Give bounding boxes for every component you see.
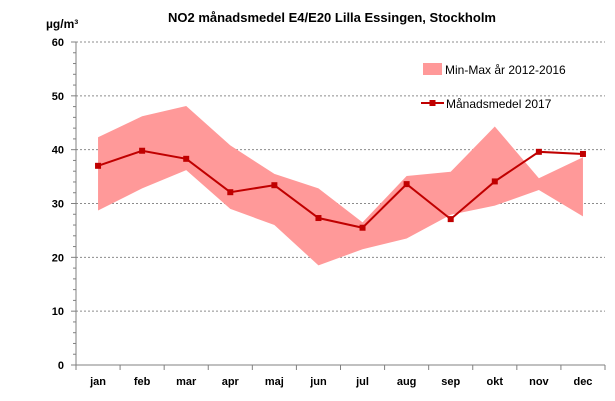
min-max-area bbox=[98, 106, 583, 266]
point-dec bbox=[579, 150, 586, 157]
x-tick-label-sep: sep bbox=[441, 376, 460, 388]
y-axis-label: µg/m³ bbox=[46, 17, 78, 31]
point-aug bbox=[403, 181, 410, 188]
legend: Min-Max år 2012-2016 Månadsmedel 2017 bbox=[421, 63, 566, 111]
y-tick-label-30: 30 bbox=[52, 199, 64, 211]
point-nov bbox=[535, 148, 542, 155]
x-tick-label-nov: nov bbox=[529, 376, 549, 388]
x-tick-labels: jan feb mar apr maj jun jul aug sep okt nov dec bbox=[89, 376, 592, 388]
point-okt bbox=[491, 178, 498, 185]
chart-title: NO2 månadsmedel E4/E20 Lilla Essingen, S… bbox=[168, 10, 496, 25]
legend-band-swatch bbox=[423, 63, 442, 75]
series-2017 bbox=[95, 147, 586, 231]
x-tick-label-jun: jun bbox=[309, 376, 327, 388]
point-maj bbox=[271, 182, 278, 189]
x-tick-label-dec: dec bbox=[573, 376, 592, 388]
axes bbox=[71, 41, 606, 370]
point-sep bbox=[447, 216, 454, 223]
point-mar bbox=[183, 155, 190, 162]
series-line-2017 bbox=[97, 149, 584, 229]
y-tick-label-40: 40 bbox=[52, 145, 64, 157]
y-tick-label-10: 10 bbox=[52, 306, 64, 318]
legend-band-label: Min-Max år 2012-2016 bbox=[445, 63, 566, 77]
x-tick-label-maj: maj bbox=[265, 376, 284, 388]
y-tick-label-0: 0 bbox=[58, 360, 64, 372]
y-tick-label-60: 60 bbox=[52, 37, 64, 49]
y-tick-labels: 0 10 20 30 40 50 60 bbox=[52, 37, 64, 372]
x-tick-label-okt: okt bbox=[487, 376, 504, 388]
legend-series-label: Månadsmedel 2017 bbox=[446, 97, 552, 111]
x-tick-label-aug: aug bbox=[397, 376, 417, 388]
y-tick-label-50: 50 bbox=[52, 91, 64, 103]
x-tick-label-jul: jul bbox=[355, 376, 369, 388]
x-tick-label-mar: mar bbox=[176, 376, 197, 388]
point-jun bbox=[315, 215, 322, 222]
min-max-band bbox=[98, 106, 583, 266]
point-feb bbox=[139, 147, 146, 154]
x-tick-label-apr: apr bbox=[222, 376, 240, 388]
point-apr bbox=[227, 189, 234, 196]
point-jan bbox=[95, 162, 102, 169]
y-tick-label-20: 20 bbox=[52, 252, 64, 264]
point-jul bbox=[359, 224, 366, 231]
x-tick-label-feb: feb bbox=[134, 376, 151, 388]
x-tick-label-jan: jan bbox=[89, 376, 106, 388]
legend-series-marker bbox=[429, 100, 436, 106]
